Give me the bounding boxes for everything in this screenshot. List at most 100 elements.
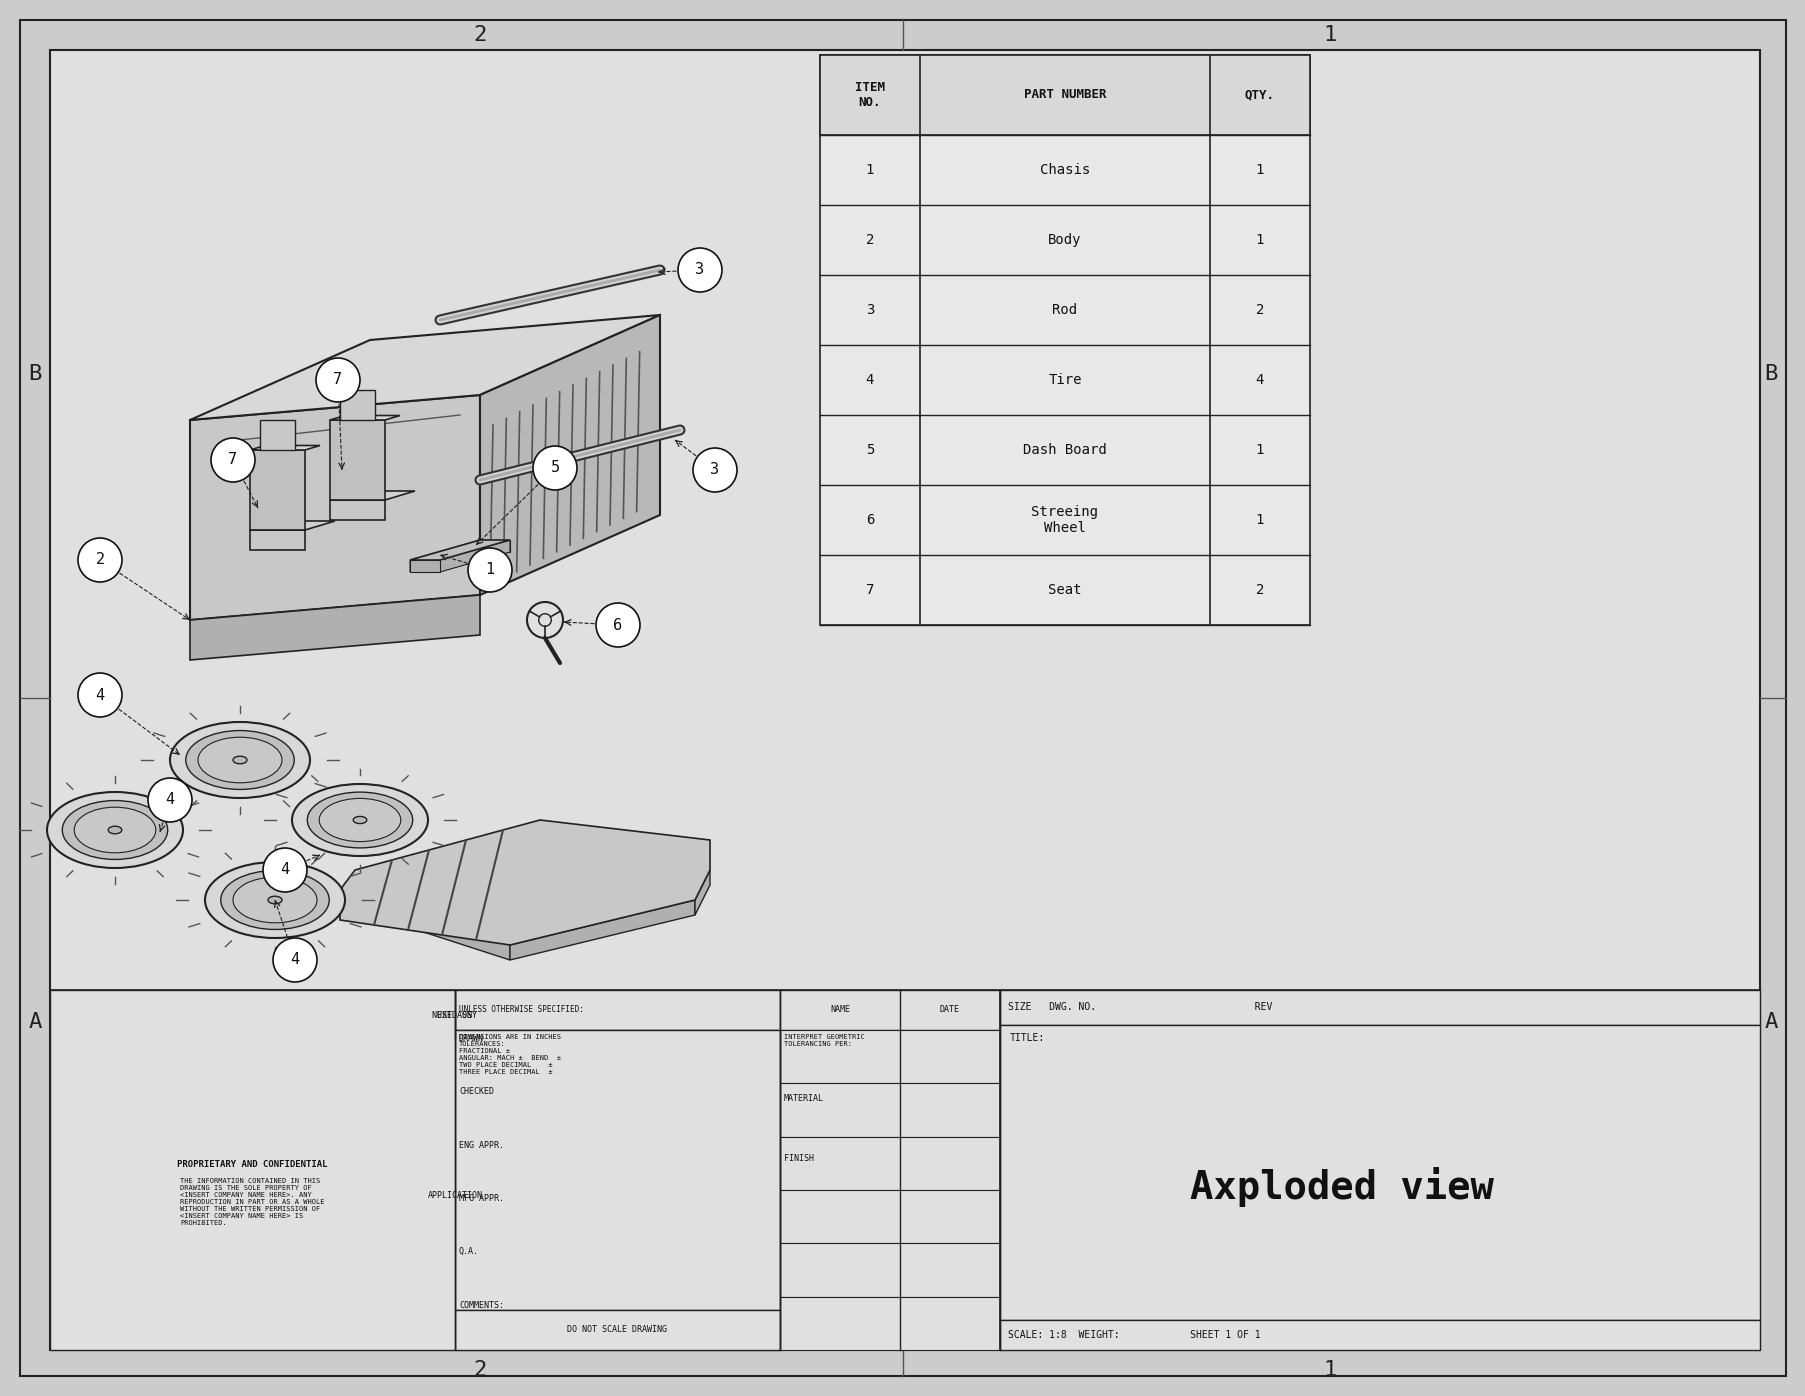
Bar	[455, 1297, 1000, 1350]
Text: 4: 4	[96, 687, 105, 702]
Text: 1: 1	[1323, 25, 1336, 45]
Circle shape	[264, 847, 307, 892]
Polygon shape	[249, 521, 334, 530]
Text: A: A	[1763, 1012, 1776, 1032]
Ellipse shape	[61, 800, 168, 860]
Polygon shape	[509, 900, 695, 960]
Text: 4: 4	[1254, 373, 1264, 387]
Polygon shape	[249, 445, 319, 450]
Text: Body: Body	[1047, 233, 1081, 247]
Ellipse shape	[220, 871, 329, 930]
Ellipse shape	[233, 757, 247, 764]
Polygon shape	[695, 870, 709, 914]
Text: 2: 2	[473, 25, 486, 45]
Text: 7: 7	[227, 452, 238, 468]
Text: 3: 3	[695, 262, 704, 278]
Bar	[455, 990, 780, 1030]
Bar	[819, 54, 1309, 625]
Ellipse shape	[206, 861, 345, 938]
Text: PART NUMBER: PART NUMBER	[1023, 88, 1106, 102]
Circle shape	[532, 445, 576, 490]
Circle shape	[148, 778, 191, 822]
Text: DO NOT SCALE DRAWING: DO NOT SCALE DRAWING	[567, 1325, 668, 1335]
Text: INTERPRET GEOMETRIC
TOLERANCING PER:: INTERPRET GEOMETRIC TOLERANCING PER:	[783, 1034, 865, 1047]
Text: Axploded view: Axploded view	[1189, 1167, 1493, 1208]
Text: COMMENTS:: COMMENTS:	[458, 1301, 504, 1309]
Bar	[51, 990, 455, 1350]
Text: B: B	[29, 364, 42, 384]
Text: MATERIAL: MATERIAL	[783, 1094, 823, 1103]
Text: TITLE:: TITLE:	[1009, 1033, 1045, 1043]
Text: 3: 3	[865, 303, 874, 317]
Text: 4: 4	[865, 373, 874, 387]
Polygon shape	[249, 530, 305, 550]
Bar	[819, 54, 1309, 135]
Text: MFG APPR.: MFG APPR.	[458, 1194, 504, 1203]
Circle shape	[78, 537, 123, 582]
Ellipse shape	[108, 826, 121, 833]
Text: A: A	[29, 1012, 42, 1032]
Text: 2: 2	[1254, 584, 1264, 597]
Text: ITEM
NO.: ITEM NO.	[854, 81, 884, 109]
Text: Dash Board: Dash Board	[1023, 443, 1106, 456]
Text: 1: 1	[1254, 163, 1264, 177]
Text: 7: 7	[865, 584, 874, 597]
Text: 4: 4	[166, 793, 175, 807]
Text: 5: 5	[865, 443, 874, 456]
Text: DRAWN: DRAWN	[458, 1034, 484, 1043]
Polygon shape	[339, 819, 709, 945]
Text: 6: 6	[614, 617, 623, 632]
Text: 6: 6	[865, 512, 874, 528]
Polygon shape	[480, 540, 509, 551]
Text: 1: 1	[1254, 443, 1264, 456]
Text: ENG APPR.: ENG APPR.	[458, 1141, 504, 1150]
Text: 1: 1	[865, 163, 874, 177]
Text: THE INFORMATION CONTAINED IN THIS
DRAWING IS THE SOLE PROPERTY OF
<INSERT COMPAN: THE INFORMATION CONTAINED IN THIS DRAWIN…	[180, 1178, 325, 1226]
Ellipse shape	[307, 792, 413, 847]
Text: SIZE   DWG. NO.                           REV: SIZE DWG. NO. REV	[1007, 1002, 1273, 1012]
Ellipse shape	[267, 896, 282, 903]
Circle shape	[693, 448, 736, 491]
Text: UNLESS OTHERWISE SPECIFIED:: UNLESS OTHERWISE SPECIFIED:	[458, 1005, 583, 1015]
Ellipse shape	[292, 785, 428, 856]
Text: USED ON: USED ON	[437, 1011, 473, 1019]
Polygon shape	[260, 420, 294, 450]
Text: DATE: DATE	[939, 1005, 960, 1015]
Text: Rod: Rod	[1052, 303, 1078, 317]
Circle shape	[467, 549, 511, 592]
Bar	[455, 1189, 1000, 1244]
Ellipse shape	[186, 730, 294, 790]
Polygon shape	[190, 595, 480, 660]
Ellipse shape	[74, 807, 155, 853]
Text: Chasis: Chasis	[1040, 163, 1090, 177]
Bar	[455, 1244, 1000, 1297]
Polygon shape	[330, 500, 384, 519]
Circle shape	[211, 438, 255, 482]
Text: 2: 2	[1254, 303, 1264, 317]
Text: PROPRIETARY AND CONFIDENTIAL: PROPRIETARY AND CONFIDENTIAL	[177, 1160, 327, 1168]
Ellipse shape	[170, 722, 310, 799]
Circle shape	[596, 603, 639, 646]
Text: 7: 7	[334, 373, 343, 388]
Polygon shape	[339, 891, 509, 960]
Bar	[455, 1083, 1000, 1136]
Ellipse shape	[354, 817, 366, 824]
Bar	[455, 1030, 1000, 1083]
Polygon shape	[330, 420, 384, 500]
Text: 1: 1	[1323, 1360, 1336, 1381]
Circle shape	[273, 938, 318, 981]
Text: B: B	[1763, 364, 1776, 384]
Polygon shape	[480, 315, 659, 595]
Text: FINISH: FINISH	[783, 1154, 814, 1163]
Text: 4: 4	[291, 952, 300, 967]
Bar	[1000, 1321, 1760, 1350]
Text: 1: 1	[486, 563, 495, 578]
Polygon shape	[410, 560, 440, 572]
Text: QTY.: QTY.	[1244, 88, 1274, 102]
Text: Tire: Tire	[1047, 373, 1081, 387]
Polygon shape	[339, 389, 375, 420]
Bar	[51, 990, 1760, 1350]
Circle shape	[677, 248, 722, 292]
Polygon shape	[190, 315, 659, 420]
Text: 2: 2	[96, 553, 105, 568]
